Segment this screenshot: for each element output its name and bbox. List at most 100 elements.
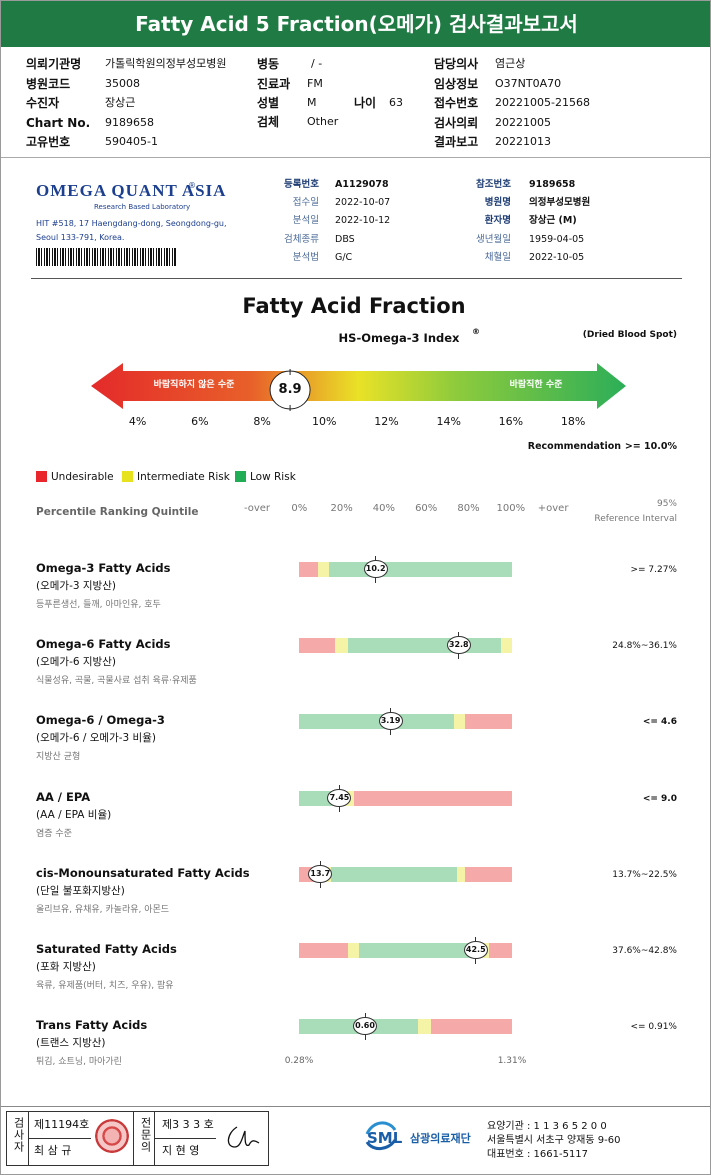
bar-zone [335, 638, 348, 654]
item-foods: 육류, 유제품(버터, 치즈, 우유), 팜유 [36, 981, 174, 991]
signature [227, 1126, 260, 1148]
field-value: 9189658 [105, 116, 154, 129]
report-value: 1959-04-05 [529, 233, 585, 245]
bar-zone [299, 638, 336, 654]
bar-zone [299, 714, 455, 730]
bar-zone [299, 562, 319, 577]
bar-zone [454, 714, 466, 730]
field-value: / - [311, 57, 323, 70]
reference-interval: >= 7.27% [630, 565, 677, 575]
bar-zone [347, 943, 359, 958]
percentile-tick: -over [243, 503, 271, 514]
report-label: 분석일 [292, 215, 319, 227]
value-label: 32.8 [448, 640, 469, 650]
scale-label: 0.28% [284, 1056, 314, 1067]
report-label: 참조번호 [476, 179, 511, 190]
index-registered: ® [472, 327, 480, 336]
item-name: cis-Monounsaturated Fatty Acids [36, 865, 250, 880]
item-name: Trans Fatty Acids [36, 1018, 148, 1033]
reference-interval: 13.7%~22.5% [612, 869, 677, 880]
item-foods: 올리브유, 유채유, 카놀라유, 아몬드 [36, 904, 170, 915]
org-phone: 대표번호 : 1661-5117 [487, 1149, 589, 1160]
report-value: A1129078 [335, 179, 389, 190]
value-label: 0.60 [355, 1021, 375, 1031]
field-value: O37NT0A70 [495, 77, 562, 90]
field-label: 의뢰기관명 [26, 57, 82, 71]
field-label: 고유번호 [26, 135, 71, 149]
field-label: 나이 [354, 96, 377, 110]
specialist-name: 지 현 영 [162, 1144, 200, 1157]
legend-swatch [122, 471, 133, 482]
org-name: 삼광의료재단 [410, 1132, 471, 1145]
bar-zone [358, 943, 478, 958]
org-address: 서울특별시 서초구 양재동 9-60 [487, 1135, 621, 1146]
reference-title: Reference Interval [594, 514, 677, 524]
item-korean: (트랜스 지방산) [36, 1037, 106, 1050]
item-foods: 염증 수준 [36, 828, 72, 839]
lab-registered: ® [188, 181, 196, 190]
bar-zone [465, 866, 512, 882]
percentile-tick: +over [537, 503, 569, 514]
item-name: AA / EPA [36, 789, 91, 804]
bar-zone [465, 714, 512, 730]
field-value: 590405-1 [105, 135, 158, 148]
x-tick-label: 4% [128, 415, 147, 428]
report-label: 분석법 [292, 251, 319, 263]
reference-interval: <= 9.0 [642, 793, 677, 804]
field-value: FM [307, 77, 323, 90]
report-title: Fatty Acid 5 Fraction(오메가) 검사결과보고서 [135, 12, 578, 36]
x-tick-label: 16% [498, 415, 524, 428]
recommendation: >= 10.0% [624, 441, 677, 452]
item-korean: (오메가-6 / 오메가-3 비율) [36, 732, 156, 745]
index-value: 8.9 [278, 382, 302, 397]
report-label: 병원명 [484, 197, 511, 209]
report-label: 접수일 [292, 197, 319, 209]
item-foods: 등푸른생선, 들깨, 아마인유, 호두 [36, 600, 161, 610]
bar-zone [347, 638, 502, 654]
value-marker [378, 712, 403, 731]
index-scale [91, 363, 626, 411]
bar-zone [354, 790, 512, 806]
report-label: 생년월일 [476, 233, 511, 245]
x-tick-label: 10% [312, 415, 337, 428]
report-value: G/C [335, 251, 353, 263]
report-value: 9189658 [529, 179, 576, 190]
bar-zone [330, 866, 457, 882]
field-label: Chart No. [26, 116, 91, 130]
divider [133, 1111, 134, 1166]
percentile-tick: 60% [415, 503, 438, 514]
reference-title: 95% [656, 499, 677, 509]
field-value: 염근상 [495, 57, 526, 70]
scale-arrow [91, 363, 626, 409]
legend-swatch [36, 471, 47, 482]
percentile-tick: 100% [496, 503, 526, 514]
examiner-title: 검사자 [12, 1117, 25, 1153]
x-tick-label: 12% [374, 415, 399, 428]
item-korean: (포화 지방산) [36, 961, 96, 973]
signature-box [6, 1111, 269, 1166]
field-value: 20221005-21568 [495, 96, 590, 109]
scale-label: 1.31% [497, 1056, 527, 1067]
value-label: 10.2 [365, 564, 386, 573]
sml-logo-mark [365, 1121, 397, 1150]
report-value: 2022-10-05 [529, 251, 585, 263]
specialist-no: 제3 3 3 호 [162, 1118, 214, 1131]
recommendation-label: Recommendation [527, 441, 621, 452]
legend-label: Intermediate Risk [137, 471, 230, 483]
percentile-tick: 20% [330, 503, 353, 514]
lab-name: OMEGA QUANT ASIA [36, 181, 227, 200]
value-label: 42.5 [465, 945, 486, 954]
x-tick-label: 14% [436, 415, 461, 428]
x-tick-label: 6% [191, 415, 209, 428]
item-foods: 식물성유, 곡물, 곡물사료 섭취 육류·유제품 [36, 676, 197, 687]
value-label: 13.7 [310, 868, 331, 878]
org-short: SML [367, 1129, 403, 1147]
seal [95, 1119, 129, 1153]
value-marker [327, 788, 352, 807]
index-subtitle: HS-Omega-3 Index [338, 331, 460, 345]
value-marker [446, 636, 471, 655]
lab-address: HIT #518, 17 Haengdang-dong, Seongdong-g… [36, 219, 227, 228]
value-marker [463, 941, 488, 959]
x-tick-label: 18% [560, 415, 586, 428]
